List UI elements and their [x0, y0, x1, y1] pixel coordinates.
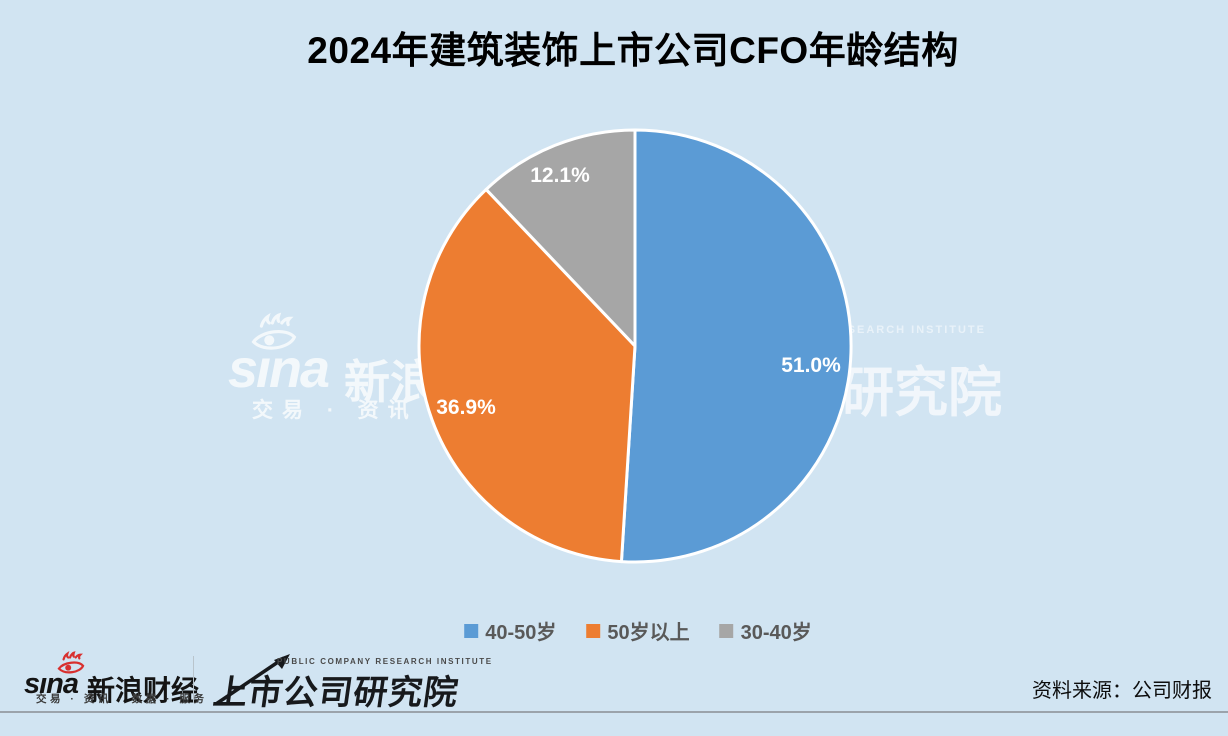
arrow-up-icon	[215, 654, 290, 706]
sina-eye-watermark-icon	[251, 312, 297, 350]
pie-slice-label-40-50: 51.0%	[781, 354, 841, 377]
footer-rule	[0, 711, 1228, 713]
legend-label: 50岁以上	[607, 622, 690, 644]
legend-label: 40-50岁	[485, 622, 557, 644]
pie-chart	[417, 128, 853, 564]
legend-item-30-40: 30-40岁	[719, 616, 812, 645]
chart-title: 2024年建筑装饰上市公司CFO年龄结构	[307, 30, 959, 71]
institute-caps-text: PUBLIC COMPANY RESEARCH INSTITUTE	[277, 657, 493, 666]
legend-swatch-gray	[719, 623, 734, 638]
pie-slice-label-30-40: 12.1%	[530, 164, 590, 187]
pie-slice-label-50plus: 36.9%	[436, 396, 496, 419]
legend-item-50plus: 50岁以上	[586, 616, 690, 645]
legend-swatch-blue	[464, 623, 479, 638]
institute-name-text: 上市公司研究院	[210, 674, 462, 712]
pie-slice-1	[417, 187, 637, 564]
sina-tagline-text: 交易 · 资讯 · 数据 · 服务	[36, 693, 208, 705]
legend: 40-50岁 50岁以上 30-40岁	[464, 616, 812, 645]
sina-watermark-text: sına	[228, 339, 330, 399]
legend-item-40-50: 40-50岁	[464, 616, 556, 645]
sina-eye-icon	[57, 651, 85, 674]
pie-slice-0	[619, 128, 853, 564]
data-source-note: 资料来源：公司财报	[1032, 680, 1212, 702]
pie-slice-2	[484, 128, 637, 348]
sina-logo-text: sına	[24, 668, 79, 700]
footer-divider	[193, 656, 194, 703]
footer: sına 新浪财经 交易 · 资讯 · 数据 · 服务 PUBLIC COMPA…	[0, 648, 1228, 736]
sina-brand-text: 新浪财经	[87, 675, 200, 706]
legend-label: 30-40岁	[740, 622, 812, 644]
legend-swatch-orange	[586, 623, 601, 638]
